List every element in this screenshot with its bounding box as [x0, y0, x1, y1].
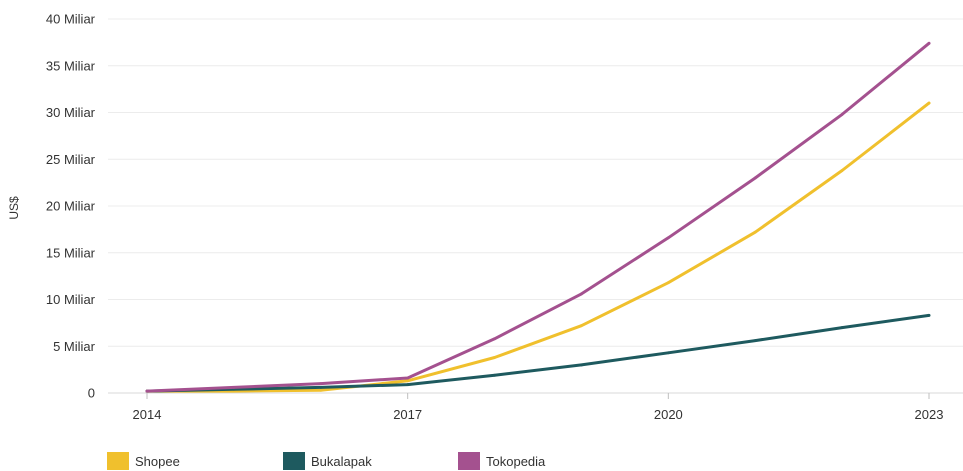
data-point-tokopedia[interactable] [666, 236, 670, 240]
data-point-tokopedia[interactable] [840, 112, 844, 116]
data-point-tokopedia[interactable] [580, 292, 583, 296]
x-tick-label: 2020 [654, 407, 683, 422]
y-axis-ticks: 0 5 Miliar 10 Miliar 15 Miliar 20 Miliar 25 M… [46, 12, 96, 401]
data-point-shopee[interactable] [927, 101, 931, 105]
data-point-tokopedia[interactable] [319, 382, 323, 386]
legend-item-bukalapak[interactable]: Bukalapak [283, 451, 372, 471]
y-tick-label: 25 Miliar [46, 152, 96, 167]
data-point-shopee[interactable] [666, 281, 670, 285]
legend-item-tokopedia[interactable]: Tokopedia [458, 451, 545, 471]
y-tick-label: 10 Miliar [46, 292, 96, 307]
legend-swatch-bukalapak [283, 452, 305, 470]
data-point-bukalapak[interactable] [319, 385, 323, 389]
data-point-shopee[interactable] [840, 169, 844, 172]
series-line-bukalapak [145, 313, 931, 393]
data-point-shopee[interactable] [319, 388, 323, 392]
legend-label-shopee: Shopee [135, 453, 180, 469]
x-tick-label: 2017 [393, 407, 422, 422]
data-point-shopee[interactable] [753, 230, 757, 234]
y-axis-label: US$ [7, 196, 21, 220]
y-tick-label: 5 Miliar [53, 339, 96, 354]
y-tick-label: 40 Miliar [46, 12, 96, 27]
data-point-bukalapak[interactable] [666, 351, 670, 355]
data-point-tokopedia[interactable] [232, 385, 236, 389]
data-point-tokopedia[interactable] [406, 376, 410, 380]
y-tick-label: 15 Miliar [46, 245, 96, 260]
legend-label-tokopedia: Tokopedia [486, 453, 546, 469]
legend: Shopee Bukalapak Tokopedia [107, 451, 807, 471]
data-point-shopee[interactable] [406, 379, 410, 383]
y-tick-label: 20 Miliar [46, 199, 96, 214]
data-point-bukalapak[interactable] [753, 339, 757, 343]
data-point-bukalapak[interactable] [927, 313, 931, 317]
data-point-bukalapak[interactable] [493, 373, 496, 377]
y-tick-label: 30 Miliar [46, 105, 96, 120]
y-tick-label: 35 Miliar [46, 58, 96, 73]
gridlines [108, 18, 963, 394]
series-line-shopee [145, 101, 931, 393]
data-point-shopee[interactable] [580, 324, 583, 328]
x-tick-label: 2023 [915, 407, 944, 422]
data-point-tokopedia[interactable] [493, 337, 496, 341]
legend-swatch-tokopedia [458, 452, 480, 470]
legend-label-bukalapak: Bukalapak [311, 453, 372, 469]
legend-item-shopee[interactable]: Shopee [107, 451, 180, 471]
data-point-tokopedia[interactable] [927, 41, 931, 45]
series-lines [145, 41, 931, 393]
legend-swatch-shopee [107, 452, 129, 470]
series-line-tokopedia [145, 41, 931, 393]
data-point-bukalapak[interactable] [840, 326, 844, 329]
data-point-bukalapak[interactable] [406, 383, 410, 386]
x-tick-label: 2014 [133, 407, 162, 422]
y-tick-label: 0 [88, 386, 95, 401]
x-axis-ticks: 2014 2017 2020 2023 [133, 393, 944, 422]
data-point-tokopedia[interactable] [753, 176, 757, 180]
data-point-bukalapak[interactable] [580, 363, 583, 367]
line-chart: 0 5 Miliar 10 Miliar 15 Miliar 20 Miliar 25 M… [7, 12, 963, 422]
data-point-tokopedia[interactable] [145, 389, 149, 393]
data-point-shopee[interactable] [493, 356, 496, 359]
